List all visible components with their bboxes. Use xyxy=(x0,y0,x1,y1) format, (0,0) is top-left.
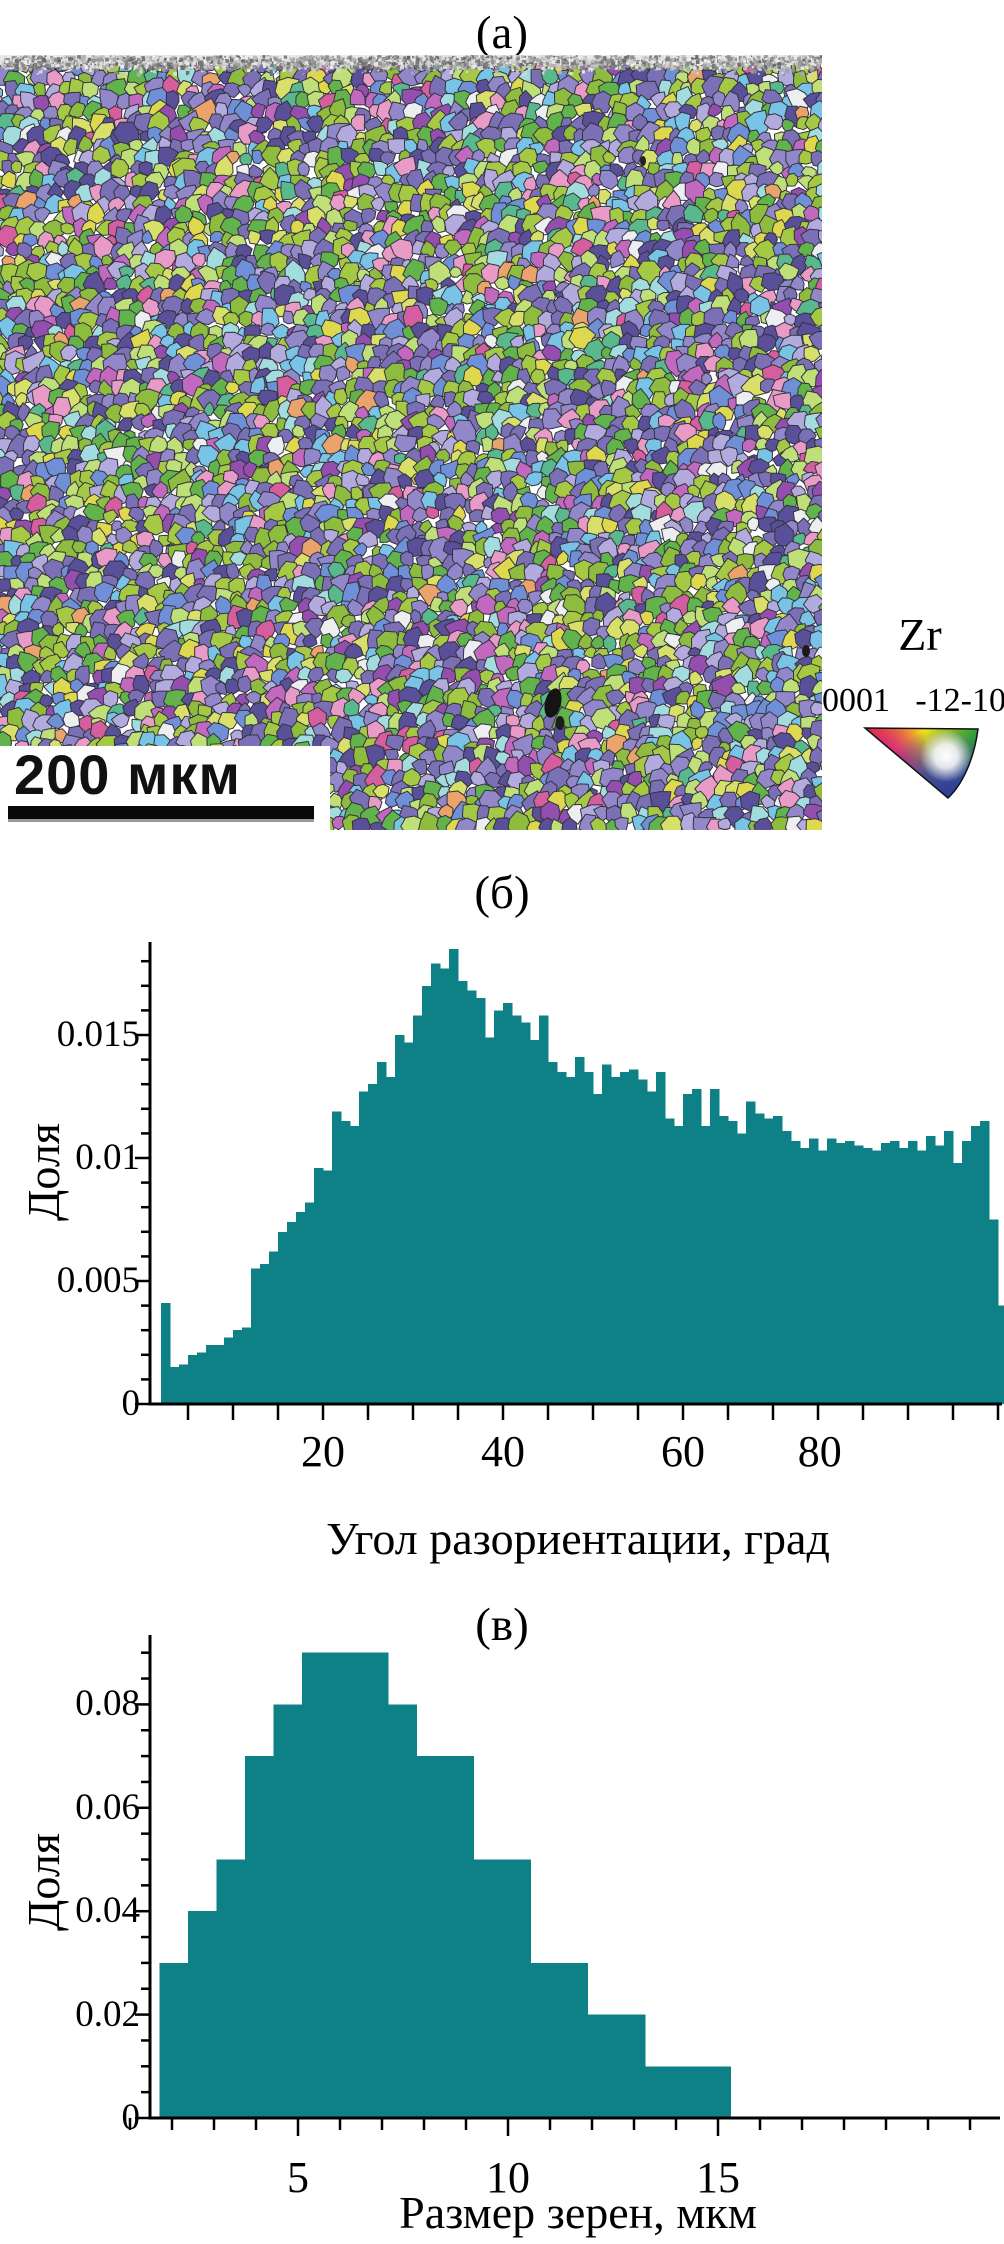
panel-b-title: (б) xyxy=(474,867,530,919)
pole-0001-label: 0001 xyxy=(822,682,890,719)
scale-bar-label: 200 мкм xyxy=(14,743,241,806)
legend-pole-labels: 0001 -12-10 xyxy=(822,682,1004,720)
ipf-color-triangle xyxy=(862,727,979,800)
pole-12-10-label: -12-10 xyxy=(915,682,1004,719)
scale-bar-box: 200 мкм xyxy=(0,743,330,830)
panel-c-title: (в) xyxy=(475,1599,529,1651)
legend-phase-label: Zr xyxy=(898,609,942,660)
grain-size-histogram xyxy=(128,1635,1000,2136)
misorientation-histogram xyxy=(135,942,1004,1420)
ebsd-orientation-map xyxy=(0,55,822,830)
panel-a-title: (а) xyxy=(475,7,529,59)
scale-bar xyxy=(8,806,314,822)
panel-b-xlabel: Угол разориентации, град xyxy=(326,1513,830,1564)
panel-c-xlabel: Размер зерен, мкм xyxy=(399,2187,757,2238)
